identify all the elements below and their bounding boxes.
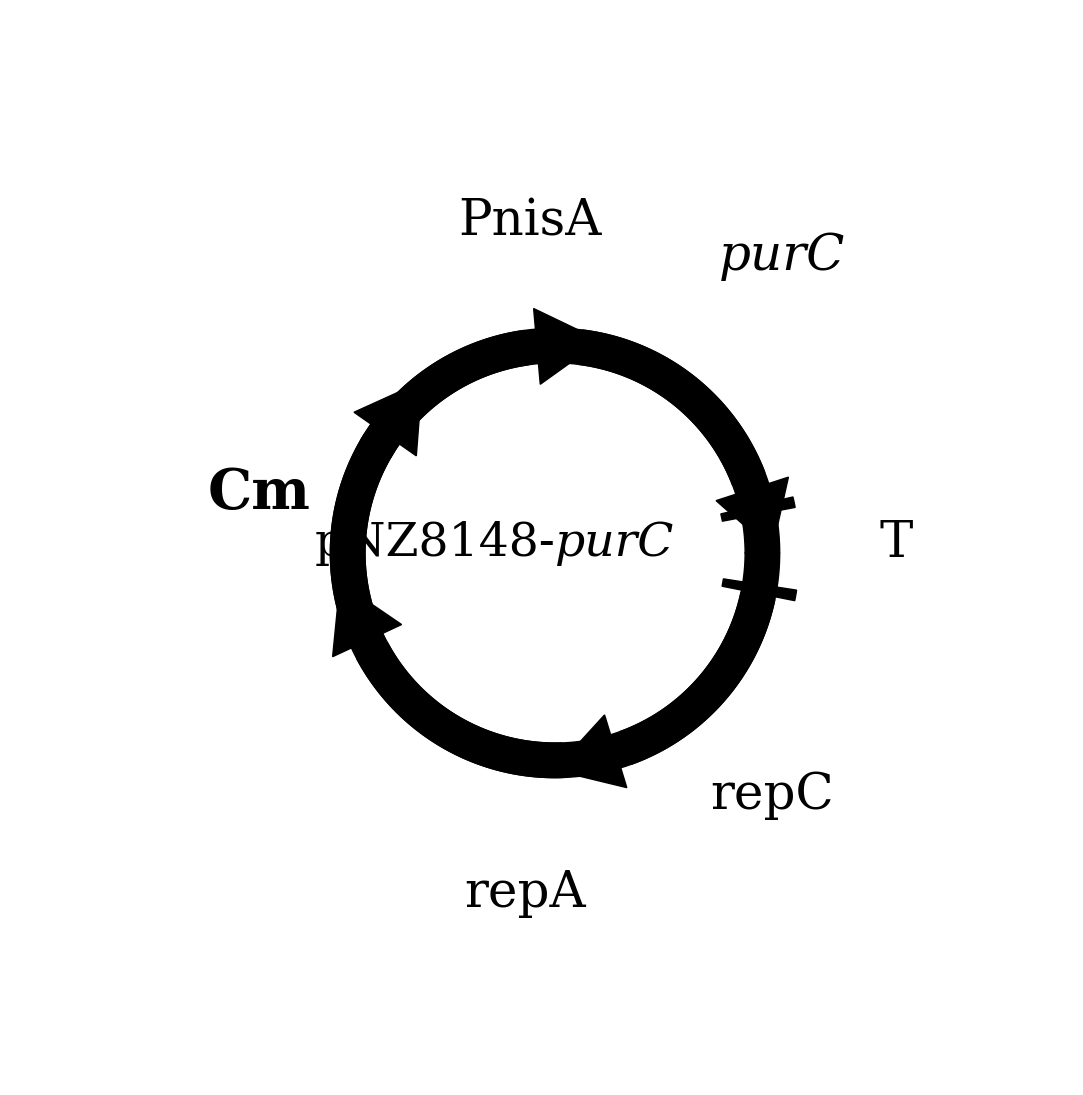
Text: purC: purC xyxy=(554,520,675,566)
Text: purC: purC xyxy=(719,232,846,281)
Polygon shape xyxy=(356,642,563,777)
Text: repC: repC xyxy=(710,770,834,820)
Text: T: T xyxy=(879,518,912,568)
Polygon shape xyxy=(332,583,402,657)
Text: PnisA: PnisA xyxy=(459,197,602,246)
Polygon shape xyxy=(330,434,394,622)
Polygon shape xyxy=(554,715,627,787)
Polygon shape xyxy=(534,309,601,384)
Polygon shape xyxy=(578,330,765,485)
Text: pNZ8148-: pNZ8148- xyxy=(314,520,554,566)
Polygon shape xyxy=(361,331,529,458)
Text: repA: repA xyxy=(465,869,586,919)
Text: Cm: Cm xyxy=(207,466,310,521)
Polygon shape xyxy=(621,592,774,764)
Polygon shape xyxy=(354,381,422,456)
Polygon shape xyxy=(721,497,795,521)
Polygon shape xyxy=(722,579,797,601)
Polygon shape xyxy=(716,477,788,550)
Polygon shape xyxy=(330,328,780,777)
